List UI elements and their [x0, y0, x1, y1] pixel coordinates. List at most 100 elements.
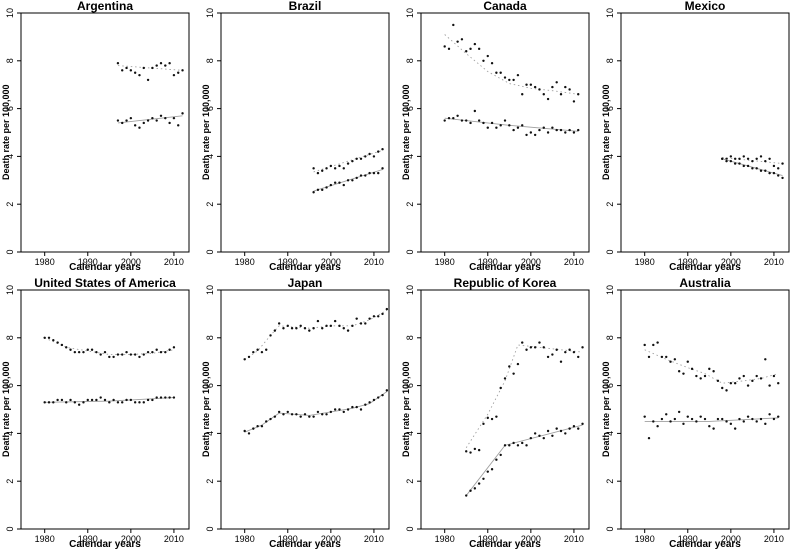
data-point	[643, 343, 646, 347]
data-point	[495, 415, 498, 418]
data-point	[290, 413, 294, 416]
y-tick-label: 0	[205, 526, 215, 531]
data-points-lower	[465, 422, 584, 497]
data-point	[755, 157, 758, 160]
x-axis-label: Calendar years	[69, 262, 141, 273]
y-tick-label: 0	[205, 249, 215, 254]
data-point	[381, 148, 384, 151]
data-point	[708, 425, 711, 428]
data-point	[138, 73, 141, 77]
data-point	[568, 427, 571, 430]
y-axis-label: Death rate per 100,000	[601, 84, 611, 181]
data-point	[329, 183, 333, 187]
data-point	[355, 157, 358, 160]
data-points-lower	[443, 109, 580, 137]
data-points-upper	[443, 23, 580, 103]
data-point	[469, 47, 472, 51]
data-point	[77, 350, 81, 354]
data-point	[372, 398, 376, 402]
data-point	[342, 167, 345, 170]
data-point	[764, 422, 767, 426]
y-tick-label: 2	[205, 479, 215, 484]
y-tick-label: 6	[205, 106, 215, 111]
data-point	[499, 386, 502, 390]
x-axis-label: Calendar years	[469, 262, 541, 273]
subplot-title: Mexico	[684, 0, 726, 13]
plot-canvas: 1980 1990 2000 2010 0 2 4 6 8 10	[205, 285, 390, 544]
data-point	[77, 403, 81, 406]
data-point	[673, 358, 677, 361]
data-point	[172, 396, 176, 399]
y-tick-label: 10	[405, 8, 415, 18]
subplot-title: Japan	[287, 277, 323, 290]
data-point	[277, 410, 281, 414]
data-point	[525, 83, 528, 86]
subplot-united-states: 1980 1990 2000 2010 0 2 4 6 8 10 United States of…	[0, 277, 200, 554]
x-tick-label: 2000	[121, 257, 141, 267]
data-points-upper	[43, 336, 176, 359]
data-point	[125, 398, 128, 402]
y-tick-label: 8	[405, 335, 415, 340]
data-point	[777, 382, 780, 385]
data-point	[768, 384, 771, 387]
y-tick-label: 10	[5, 285, 15, 295]
data-point	[768, 171, 771, 175]
data-point	[295, 413, 298, 416]
data-point	[521, 341, 524, 344]
data-point	[456, 114, 459, 117]
data-point	[303, 327, 307, 330]
data-point	[568, 348, 571, 351]
data-point	[751, 379, 754, 383]
data-point	[151, 116, 154, 120]
data-point	[159, 396, 163, 399]
data-point	[342, 327, 345, 330]
data-point	[542, 436, 545, 440]
data-point	[155, 396, 158, 399]
y-tick-label: 2	[5, 479, 15, 484]
subplot-title: Republic of Korea	[453, 277, 557, 290]
data-point	[82, 401, 85, 404]
data-point	[759, 155, 763, 158]
plot-canvas: 1980 1990 2000 2010 0 2 4 6 8 10	[405, 285, 590, 544]
data-point	[690, 417, 694, 421]
data-point	[559, 429, 563, 433]
data-point	[116, 401, 120, 404]
data-point	[447, 47, 451, 51]
data-point	[138, 401, 141, 404]
data-point	[759, 377, 763, 380]
data-point	[172, 116, 176, 120]
data-point	[690, 367, 694, 371]
data-point	[673, 417, 677, 421]
data-point	[729, 155, 733, 158]
data-point	[364, 403, 367, 406]
data-point	[73, 401, 77, 404]
data-point	[129, 353, 133, 356]
data-point	[777, 174, 780, 177]
data-point	[368, 171, 371, 175]
data-point	[295, 327, 298, 330]
data-point	[742, 374, 745, 378]
y-tick-label: 4	[605, 431, 615, 436]
data-point	[129, 116, 133, 120]
data-point	[443, 119, 446, 122]
data-point	[116, 61, 120, 65]
plot-box	[220, 289, 390, 530]
y-tick-label: 10	[205, 8, 215, 18]
x-tick-label: 1980	[235, 257, 255, 267]
data-point	[333, 167, 337, 170]
data-point	[159, 114, 163, 117]
data-point	[546, 429, 550, 433]
x-tick-label: 1990	[78, 257, 98, 267]
data-point	[512, 441, 515, 445]
data-point	[546, 355, 550, 359]
y-tick-label: 2	[605, 202, 615, 207]
data-point	[312, 415, 315, 418]
data-point	[525, 348, 528, 351]
data-point	[656, 425, 659, 428]
data-point	[660, 417, 664, 421]
data-point	[95, 350, 98, 354]
data-point	[368, 401, 371, 404]
plot-canvas: 1980 1990 2000 2010 0 2 4 6 8 10	[205, 8, 390, 267]
data-point	[142, 66, 145, 70]
data-point	[465, 450, 468, 453]
